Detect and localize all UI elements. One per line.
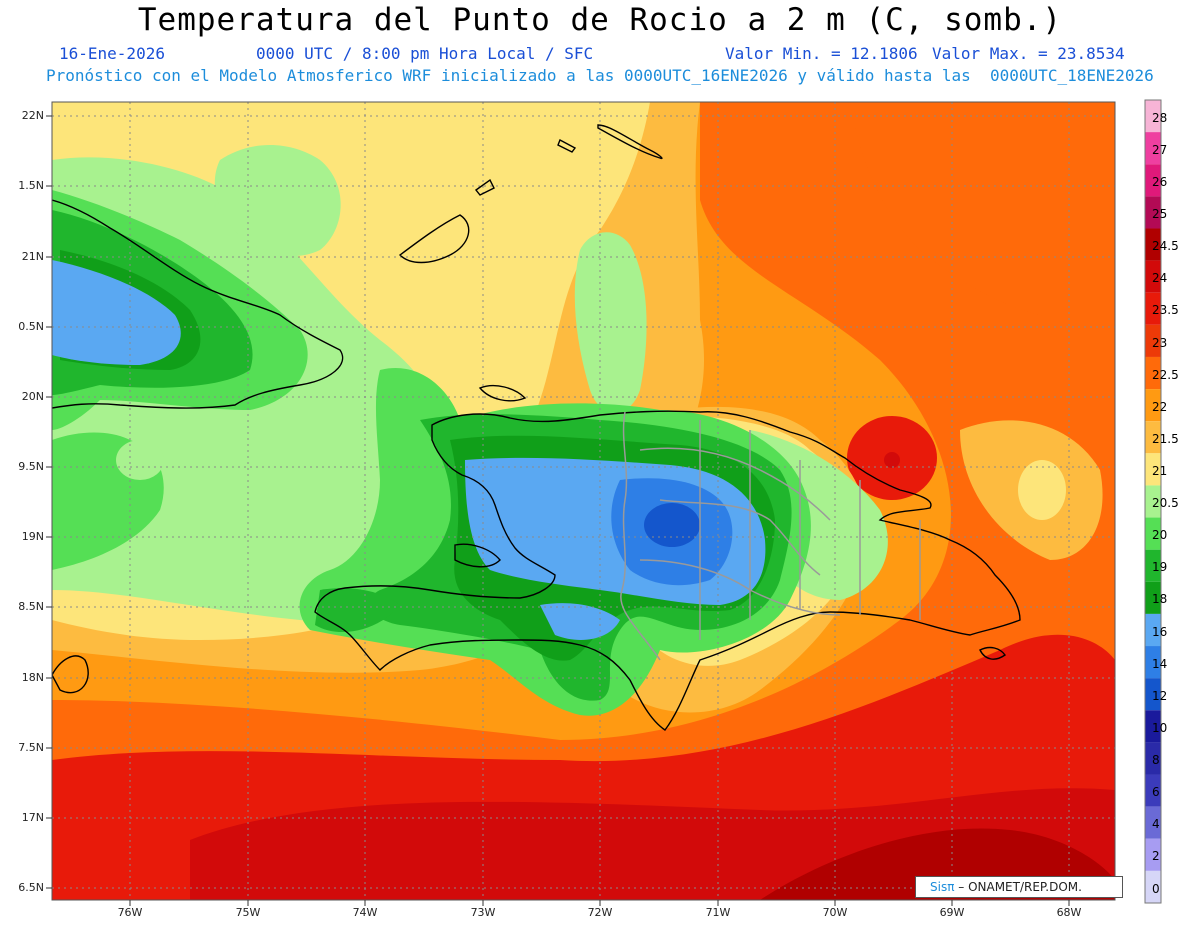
credit-text: – ONAMET/REP.DOM. bbox=[954, 880, 1082, 894]
lat-label: 8.5N bbox=[18, 600, 44, 613]
lat-label: 20N bbox=[21, 390, 44, 403]
legend-label: 27 bbox=[1152, 142, 1168, 157]
lon-label: 71W bbox=[705, 906, 731, 919]
forecast-description: Pronóstico con el Modelo Atmosferico WRF… bbox=[46, 66, 1154, 85]
legend-swatch bbox=[1145, 646, 1161, 679]
province-borders bbox=[620, 411, 921, 661]
legend-swatch bbox=[1145, 517, 1161, 550]
lon-label: 75W bbox=[235, 906, 261, 919]
forecast-date: 16-Ene-2026 bbox=[59, 44, 165, 63]
lat-label: 0.5N bbox=[18, 320, 44, 333]
legend-label: 22 bbox=[1152, 399, 1168, 414]
legend-label: 28 bbox=[1152, 110, 1168, 125]
legend-label: 10 bbox=[1152, 720, 1168, 735]
legend-swatch bbox=[1145, 324, 1161, 357]
legend-label: 6 bbox=[1152, 785, 1160, 800]
max-value: Valor Max. = 23.8534 bbox=[932, 44, 1125, 63]
lon-label: 72W bbox=[587, 906, 613, 919]
coastlines bbox=[52, 124, 1021, 731]
legend-swatch bbox=[1145, 774, 1161, 807]
legend-swatch bbox=[1145, 260, 1161, 293]
legend-label: 20.5 bbox=[1152, 496, 1179, 511]
legend-label: 24 bbox=[1152, 271, 1168, 286]
legend-swatch bbox=[1145, 196, 1161, 229]
legend-label: 24.5 bbox=[1152, 239, 1179, 254]
legend-swatch bbox=[1145, 485, 1161, 518]
credit-box: Sisπ – ONAMET/REP.DOM. bbox=[915, 876, 1123, 898]
credit-brand: Sisπ bbox=[930, 880, 955, 894]
lon-label: 69W bbox=[939, 906, 965, 919]
lat-label: 19N bbox=[21, 530, 44, 543]
legend-swatch bbox=[1145, 613, 1161, 647]
legend-swatch bbox=[1145, 453, 1161, 486]
map-shading bbox=[52, 102, 1115, 900]
legend-label: 20 bbox=[1152, 528, 1168, 543]
legend-swatch bbox=[1145, 549, 1161, 582]
legend-label: 19 bbox=[1152, 560, 1168, 575]
lon-label: 74W bbox=[352, 906, 378, 919]
legend-label: 18 bbox=[1152, 592, 1168, 607]
lon-label: 68W bbox=[1056, 906, 1082, 919]
legend-swatch bbox=[1145, 356, 1161, 390]
forecast-time: 0000 UTC / 8:00 pm Hora Local / SFC bbox=[256, 44, 594, 63]
lon-label: 70W bbox=[822, 906, 848, 919]
lat-label: 1.5N bbox=[18, 179, 44, 192]
legend-label: 14 bbox=[1152, 656, 1168, 671]
lat-label: 18N bbox=[21, 671, 44, 684]
legend-label: 21.5 bbox=[1152, 431, 1179, 446]
legend-swatch bbox=[1145, 389, 1161, 422]
legend-swatch bbox=[1145, 421, 1161, 454]
legend-swatch bbox=[1145, 742, 1161, 775]
legend-swatch bbox=[1145, 838, 1161, 871]
legend-label: 0 bbox=[1152, 881, 1160, 896]
legend-label: 21 bbox=[1152, 463, 1168, 478]
legend-label: 16 bbox=[1152, 624, 1168, 639]
lat-lon-grid bbox=[52, 102, 1115, 900]
map-frame bbox=[51, 101, 1116, 901]
lat-label: 21N bbox=[21, 250, 44, 263]
color-legend bbox=[1144, 99, 1162, 904]
lon-label: 73W bbox=[470, 906, 496, 919]
legend-label: 2 bbox=[1152, 849, 1160, 864]
lat-label: 9.5N bbox=[18, 460, 44, 473]
legend-swatch bbox=[1145, 710, 1161, 743]
legend-swatch bbox=[1145, 806, 1161, 839]
tick-marks bbox=[46, 115, 1070, 906]
legend-swatch bbox=[1145, 292, 1161, 325]
legend-label: 12 bbox=[1152, 688, 1168, 703]
legend-swatch bbox=[1145, 164, 1161, 197]
legend-label: 25 bbox=[1152, 207, 1168, 222]
legend-swatch bbox=[1145, 870, 1161, 903]
legend-swatch bbox=[1145, 581, 1161, 614]
legend-swatch bbox=[1145, 678, 1161, 711]
legend-swatch bbox=[1145, 228, 1161, 261]
lat-label: 6.5N bbox=[18, 881, 44, 894]
legend-label: 23 bbox=[1152, 335, 1168, 350]
lat-label: 22N bbox=[21, 109, 44, 122]
legend-label: 23.5 bbox=[1152, 303, 1179, 318]
legend-frame bbox=[1144, 99, 1162, 904]
map-title: Temperatura del Punto de Rocio a 2 m (C,… bbox=[137, 2, 1063, 38]
legend-label: 8 bbox=[1152, 753, 1160, 768]
legend-label: 4 bbox=[1152, 817, 1160, 832]
lon-label: 76W bbox=[117, 906, 143, 919]
legend-swatch bbox=[1145, 100, 1161, 133]
lat-label: 17N bbox=[21, 811, 44, 824]
legend-label: 22.5 bbox=[1152, 367, 1179, 382]
legend-label: 26 bbox=[1152, 174, 1168, 189]
min-value: Valor Min. = 12.1806 bbox=[725, 44, 918, 63]
lat-label: 7.5N bbox=[18, 741, 44, 754]
legend-swatch bbox=[1145, 132, 1161, 165]
